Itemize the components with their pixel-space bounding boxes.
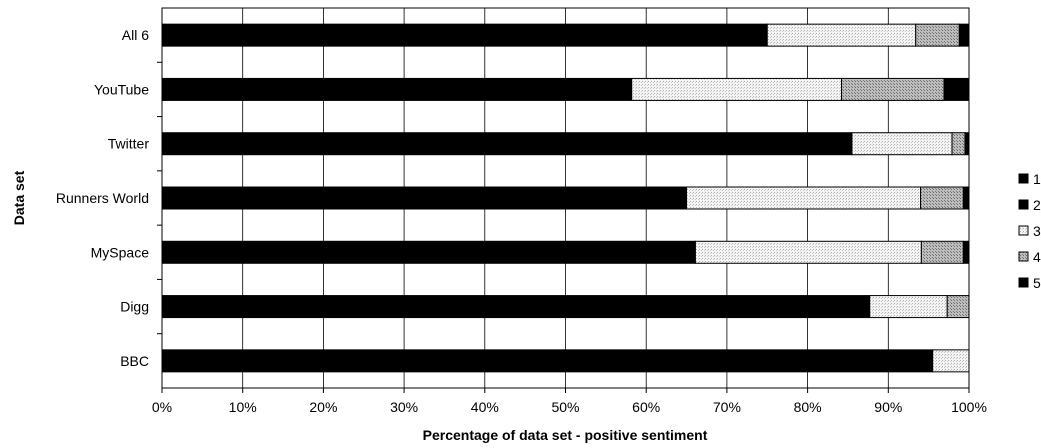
bar-segment [851,132,953,156]
x-tick-label: 30% [390,399,418,415]
bar-segment [161,23,768,47]
bar-segment [631,77,842,101]
legend-label: 3 [1033,223,1041,239]
bar-segment [920,186,964,210]
bar-segment [840,77,945,101]
bar-segment [686,186,922,210]
bar-segment [161,77,633,101]
y-tick-label: Twitter [108,136,150,152]
x-tick-label: 90% [874,399,902,415]
bar-segment [958,23,970,47]
bar-segment [915,23,960,47]
legend-swatch [1018,277,1029,288]
legend-swatch [1018,251,1029,262]
bar-segment [943,77,970,101]
y-axis-title: Data set [11,170,27,225]
y-tick-label: Runners World [56,190,149,206]
bar-segment [962,186,970,210]
bar-segment [946,295,970,319]
bar-segment [951,132,966,156]
bar-segment [161,240,696,264]
y-tick-label: MySpace [91,244,150,260]
bar-segment [766,23,917,47]
y-tick-label: All 6 [122,27,149,43]
y-tick-label: YouTube [94,81,149,97]
x-tick-label: 60% [632,399,660,415]
y-axis-tick-labels: All 6 YouTube Twitter Runners World MySpace D… [56,27,149,369]
bar-segment [161,349,934,373]
legend-label: 2 [1033,197,1041,213]
x-tick-label: 40% [471,399,499,415]
legend-label: 5 [1033,275,1041,291]
bar-segment [920,240,964,264]
x-tick-label: 20% [309,399,337,415]
bar-segment [962,240,970,264]
y-tick-label: Digg [120,299,149,315]
legend-swatch [1018,173,1029,184]
bar-segment [694,240,922,264]
legend-label: 1 [1033,171,1041,187]
legend-swatch [1018,199,1029,210]
bar-segment [161,132,853,156]
x-tick-label: 10% [229,399,257,415]
bar-segment [964,132,970,156]
x-axis-tick-labels: 0% 10% 20% 30% 40% 50% 60% 70% 80% 90% 100% [152,399,987,415]
x-tick-label: 50% [551,399,579,415]
x-tick-label: 80% [794,399,822,415]
x-tick-label: 70% [713,399,741,415]
y-tick-label: BBC [120,353,149,369]
bars [161,23,970,373]
bar-segment [932,349,970,373]
x-axis-title: Percentage of data set - positive sentim… [423,427,708,443]
x-tick-label: 0% [152,399,172,415]
legend-label: 4 [1033,249,1041,265]
x-tick-label: 100% [951,399,987,415]
bar-segment [161,295,871,319]
bar-segment [161,186,688,210]
legend-swatch [1018,225,1029,236]
legend: 1 2 3 4 5 [1018,171,1041,291]
bar-segment [869,295,948,319]
